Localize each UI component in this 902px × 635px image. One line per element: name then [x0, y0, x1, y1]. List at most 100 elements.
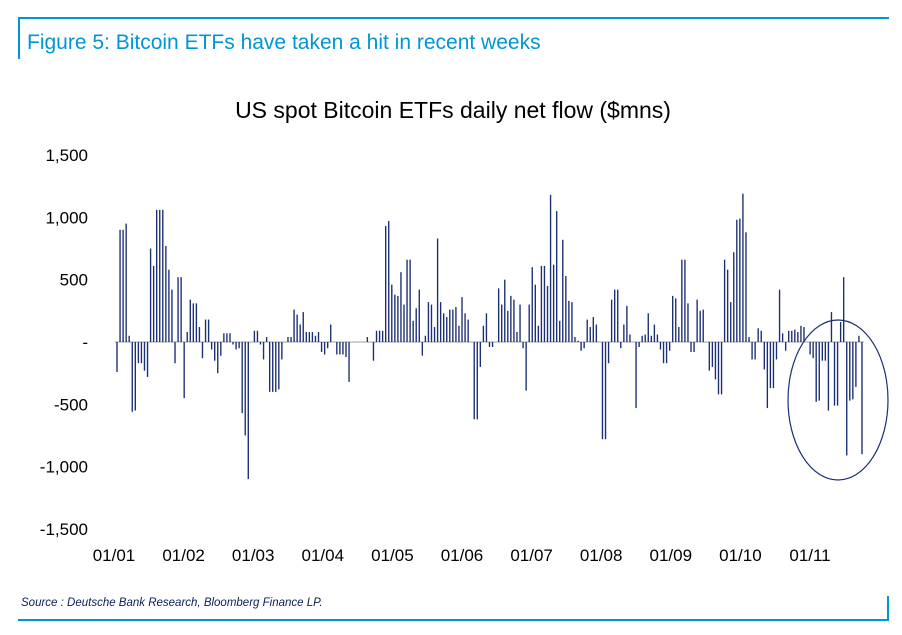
bar	[559, 320, 561, 342]
y-tick-label: -	[82, 333, 88, 352]
frame-bottom-rule	[18, 619, 889, 621]
x-tick-label: 01/02	[162, 546, 205, 565]
bar	[272, 342, 274, 392]
bar	[323, 342, 326, 355]
bar	[491, 342, 494, 347]
bar	[693, 342, 695, 352]
bar	[168, 269, 170, 342]
bar	[476, 342, 478, 420]
bar	[778, 289, 781, 342]
bar	[815, 342, 817, 402]
bar	[687, 303, 689, 342]
frame-right-rule	[887, 596, 889, 620]
bar	[504, 279, 506, 342]
bar	[736, 219, 738, 342]
bar	[143, 342, 146, 371]
bar	[726, 269, 729, 342]
bar	[375, 330, 378, 342]
bar	[381, 330, 384, 342]
bar	[617, 289, 619, 342]
bar	[510, 295, 512, 342]
bar	[156, 209, 158, 342]
bar	[427, 302, 430, 342]
bar	[681, 259, 683, 342]
bar	[546, 285, 549, 342]
chart-title: US spot Bitcoin ETFs daily net flow ($mn…	[235, 97, 671, 123]
bar	[342, 342, 344, 355]
bar	[797, 332, 799, 342]
bar	[516, 332, 518, 342]
bar	[305, 332, 307, 342]
x-tick-label: 01/03	[232, 546, 275, 565]
bar	[794, 329, 796, 342]
bar	[629, 334, 631, 342]
bar	[210, 342, 213, 350]
bar	[720, 342, 723, 395]
bar	[672, 295, 674, 342]
bar	[742, 193, 744, 342]
bar	[134, 342, 136, 411]
bar	[638, 342, 640, 347]
bar	[800, 325, 802, 342]
bar	[439, 302, 442, 342]
frame-left-rule	[18, 17, 20, 59]
bar	[149, 248, 152, 342]
bar	[259, 342, 262, 345]
bar	[253, 330, 256, 342]
y-tick-label: 1,500	[45, 146, 88, 165]
bar	[748, 337, 750, 342]
bar	[730, 302, 732, 342]
bar	[528, 304, 530, 342]
bar	[562, 239, 564, 342]
bar	[839, 322, 842, 342]
bar	[824, 342, 827, 361]
bar	[675, 298, 677, 342]
bar	[268, 342, 271, 392]
bar	[733, 252, 735, 342]
bar	[513, 299, 515, 342]
bar	[235, 342, 237, 350]
bar	[565, 275, 567, 342]
bar	[256, 330, 259, 342]
bar	[122, 229, 124, 342]
bar	[403, 304, 405, 342]
bar	[610, 299, 613, 342]
bar	[214, 342, 216, 361]
bar	[678, 327, 680, 342]
bar	[296, 314, 298, 342]
bar	[189, 299, 191, 342]
bar	[424, 335, 427, 342]
bar	[165, 246, 167, 342]
figure-title: Figure 5: Bitcoin ETFs have taken a hit …	[27, 31, 541, 54]
bar	[635, 342, 637, 409]
bar	[247, 342, 249, 480]
bar	[739, 218, 741, 342]
bar	[336, 342, 338, 355]
bar	[809, 342, 811, 355]
bar	[644, 334, 646, 342]
bar	[244, 342, 246, 436]
bar	[116, 342, 118, 372]
bar	[467, 319, 469, 342]
bar	[861, 342, 863, 455]
bar	[623, 324, 625, 342]
y-axis-ticks: 1,500 1,000 500 - -500 -1,000 -1,500	[40, 146, 88, 539]
bar	[812, 342, 814, 359]
bar	[830, 312, 833, 342]
bar	[607, 342, 610, 364]
bar	[788, 330, 790, 342]
bar	[668, 342, 671, 351]
bar	[525, 342, 527, 391]
y-tick-label: 1,000	[45, 208, 88, 227]
bar	[791, 330, 793, 342]
bar	[714, 342, 717, 380]
bar	[348, 342, 350, 382]
bar	[238, 342, 240, 349]
bar	[223, 333, 225, 342]
bar	[140, 342, 143, 364]
bar	[131, 342, 133, 412]
bar	[317, 332, 320, 342]
bar	[430, 304, 433, 342]
bar	[241, 342, 243, 414]
bar	[479, 342, 482, 367]
